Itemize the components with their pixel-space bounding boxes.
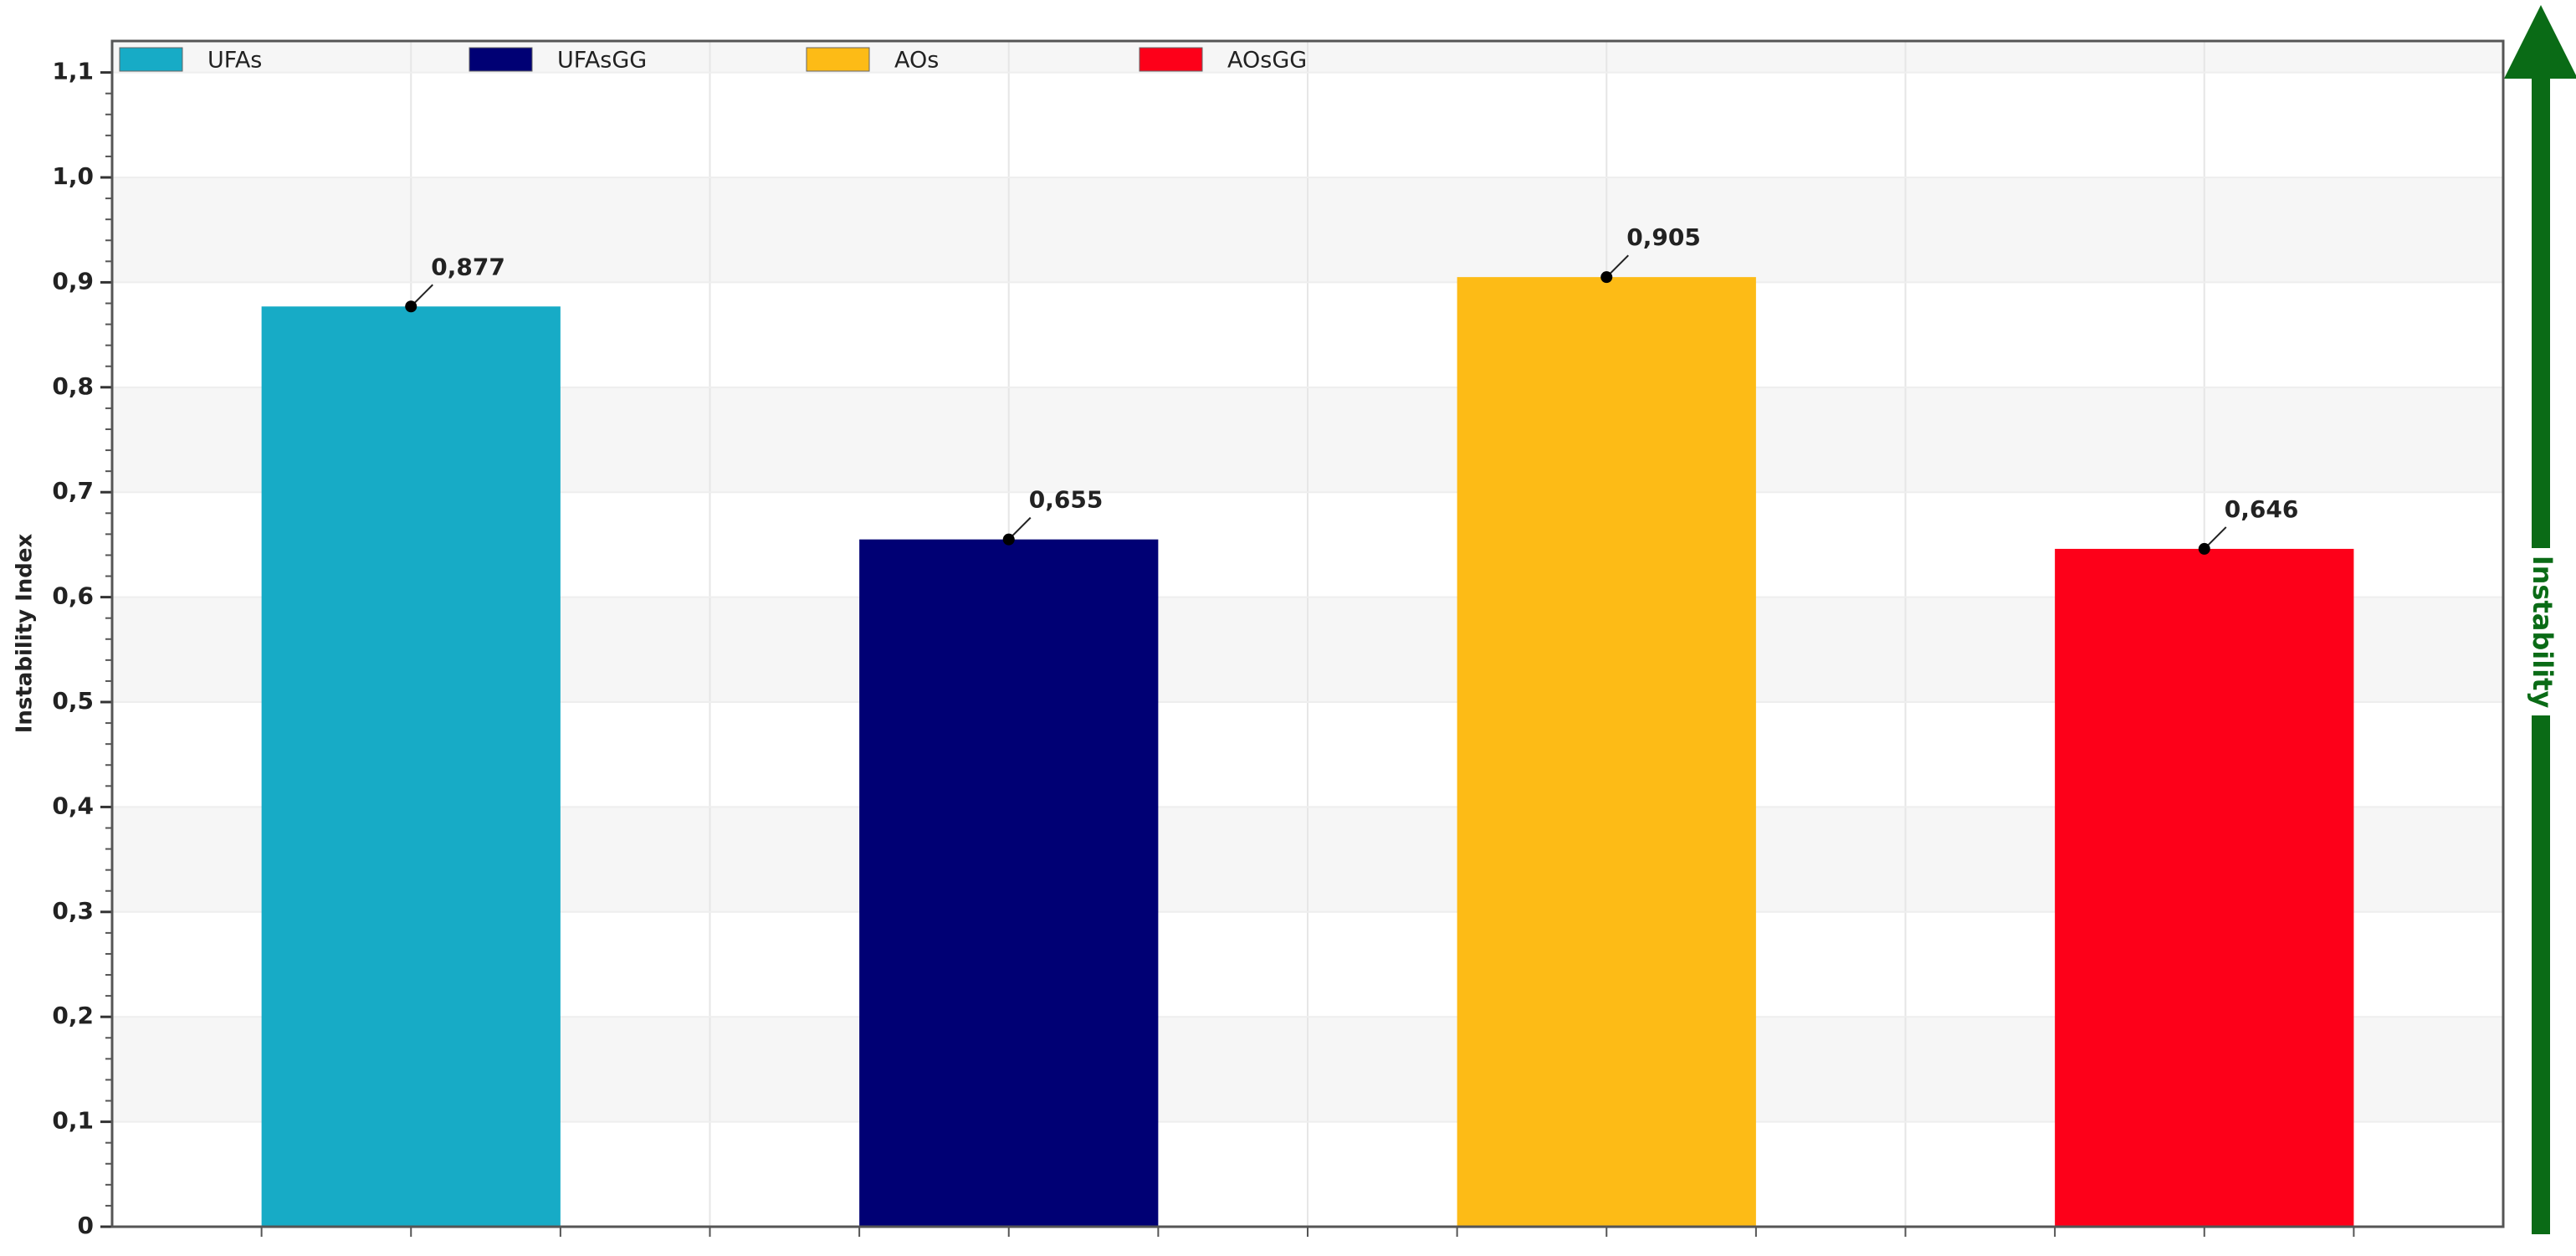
legend-swatch — [469, 47, 533, 72]
y-tick-label: 0 — [78, 1212, 94, 1239]
y-tick-label: 1,0 — [52, 162, 94, 190]
value-label: 0,905 — [1626, 223, 1701, 251]
legend-label: AOsGG — [1227, 48, 1307, 74]
label-dot — [2198, 542, 2210, 555]
plot-frame — [110, 39, 2505, 1228]
legend-swatch — [1139, 47, 1203, 72]
y-tick-label: 0,9 — [52, 267, 94, 295]
legend-label: UFAs — [207, 48, 262, 74]
bar — [2055, 548, 2354, 1227]
label-dot — [1002, 533, 1015, 546]
legend-swatch — [119, 47, 183, 72]
label-dot — [1600, 271, 1613, 284]
arrow-label: Instability — [2527, 556, 2558, 709]
y-tick-label: 0,3 — [52, 897, 94, 925]
y-tick-label: 0,8 — [52, 372, 94, 400]
legend-label: AOs — [894, 48, 939, 74]
legend-label: UFAsGG — [557, 48, 647, 74]
y-axis-label: Instability Index — [13, 533, 38, 733]
y-tick-label: 0,6 — [52, 582, 94, 610]
value-label: 0,877 — [431, 253, 505, 280]
value-label: 0,646 — [2225, 495, 2299, 523]
plot: 0 0,1 0,2 0,3 0,4 0,5 0,6 0,7 0,8 0,9 1,0 1,1 0,877 U… — [52, 39, 2505, 1239]
value-label: 0,655 — [1029, 486, 1104, 514]
label-dot — [405, 300, 417, 313]
bar — [261, 306, 561, 1227]
y-tick-label: 0,2 — [52, 1002, 94, 1029]
y-tick-label: 0,5 — [52, 687, 94, 715]
bar — [1457, 277, 1756, 1228]
y-tick-label: 0,4 — [52, 792, 94, 819]
y-tick-label: 0,1 — [52, 1107, 94, 1135]
y-tick-label: 0,7 — [52, 477, 94, 505]
y-tick-label: 1,1 — [52, 58, 94, 85]
legend-swatch — [806, 47, 870, 72]
arrow-label-bg — [2524, 548, 2558, 715]
bar — [859, 539, 1159, 1227]
